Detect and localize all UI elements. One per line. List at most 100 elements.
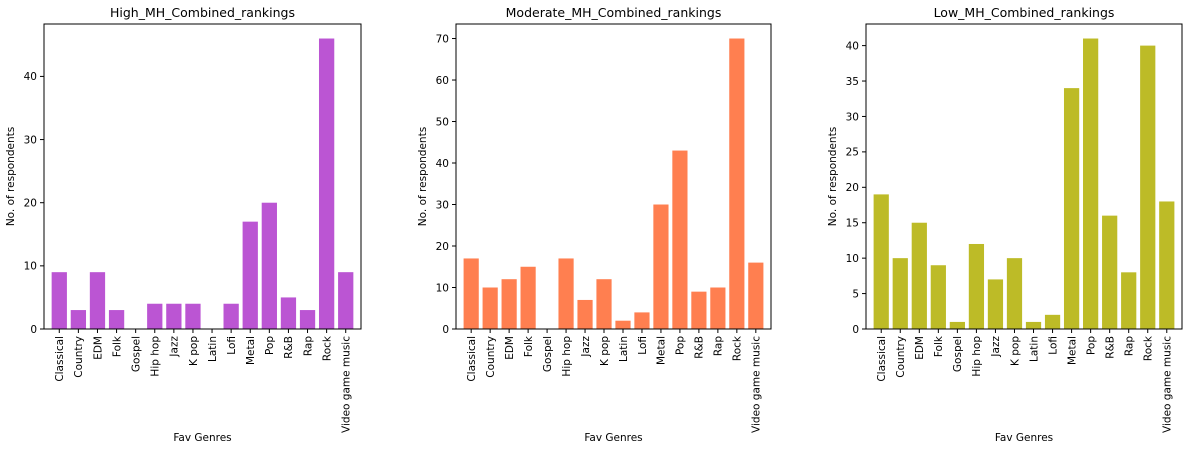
x-tick-label: EDM — [92, 336, 104, 360]
y-tick-label: 20 — [846, 182, 859, 194]
chart-panel-1: 0 10 20 30 40 Classical Country EDM Folk Gospel Hi… — [5, 5, 362, 444]
y-tick-label: 5 — [852, 288, 859, 300]
x-tick-label: Hip hop — [971, 336, 983, 377]
plot-frame — [865, 23, 1183, 330]
x-tick-label: Rap — [713, 336, 725, 356]
x-tick-label: Metal — [245, 336, 257, 365]
y-tick-label: 15 — [846, 218, 859, 230]
bar-jazz — [166, 303, 182, 329]
bar-video-game-music — [338, 272, 354, 329]
bar-folk — [930, 265, 946, 329]
bar-k-pop — [1006, 258, 1023, 329]
x-tick-label: Jazz — [580, 336, 592, 358]
x-tick-label: Rap — [302, 336, 314, 356]
bar-rap — [710, 287, 726, 329]
x-tick-label: Rock — [1143, 335, 1155, 361]
bar-pop — [672, 150, 688, 329]
bar-hip-hop — [558, 258, 574, 329]
x-tick-label: R&B — [1104, 336, 1116, 359]
chart-title: Moderate_MH_Combined_rankings — [506, 5, 722, 20]
x-tick-label: Latin — [207, 336, 219, 362]
bar-country — [70, 310, 87, 329]
x-tick-label: Country — [895, 336, 907, 378]
y-tick-label: 70 — [436, 33, 449, 45]
x-tick-label: Folk — [523, 335, 535, 357]
x-tick-label: Classical — [466, 336, 478, 382]
bar-jazz — [987, 279, 1004, 329]
x-tick-label: K pop — [599, 336, 611, 366]
x-axis-label: Fav Genres — [995, 432, 1053, 444]
y-tick-label: 0 — [852, 324, 859, 336]
bar-r-b — [280, 297, 297, 329]
chart-title: Low_MH_Combined_rankings — [934, 5, 1115, 20]
chart-panel-3: 0 5 10 15 20 25 30 35 40 Classical Country EDM Folk G… — [827, 5, 1183, 444]
bar-folk — [520, 266, 536, 329]
x-tick-label: Hip hop — [150, 336, 162, 377]
x-tick-label: Rap — [1123, 336, 1135, 356]
x-tick-label: Country — [73, 336, 85, 378]
x-tick-label: Gospel — [542, 336, 554, 372]
x-tick-label: K pop — [188, 336, 200, 366]
x-tick-label: Folk — [111, 335, 123, 357]
y-tick-label: 10 — [24, 261, 37, 273]
bar-metal — [242, 221, 258, 329]
x-tick-label: Jazz — [990, 336, 1002, 358]
y-tick-label: 0 — [30, 324, 37, 336]
x-tick-label: Latin — [1028, 336, 1040, 362]
x-tick-label: R&B — [283, 336, 295, 359]
x-tick-label: Video game music — [341, 336, 353, 433]
x-tick-label: R&B — [694, 336, 706, 359]
bar-edm — [501, 279, 517, 329]
x-tick-label: Lofi — [637, 336, 649, 355]
bar-video-game-music — [1159, 201, 1175, 329]
bar-jazz — [577, 299, 593, 329]
y-tick-label: 30 — [436, 199, 449, 211]
y-tick-label: 30 — [846, 111, 859, 123]
bar-r-b — [691, 291, 707, 329]
y-tick-label: 40 — [436, 158, 449, 170]
y-tick-label: 25 — [846, 147, 859, 159]
x-tick-label: Rock — [321, 335, 333, 361]
bar-gospel — [949, 321, 965, 329]
x-tick-label: Country — [485, 336, 497, 378]
x-tick-label: Video game music — [751, 336, 763, 433]
bar-folk — [108, 310, 125, 329]
x-tick-label: Gospel — [952, 336, 964, 372]
bar-k-pop — [596, 279, 612, 329]
bar-rap — [1121, 272, 1137, 329]
x-tick-label: Lofi — [226, 336, 238, 355]
x-tick-label: Pop — [264, 336, 276, 355]
bar-metal — [1063, 88, 1080, 330]
x-tick-label: Rock — [732, 335, 744, 361]
y-axis-label: No. of respondents — [417, 127, 429, 226]
bar-r-b — [1102, 215, 1118, 329]
bar-classical — [873, 194, 889, 329]
x-axis-label: Fav Genres — [173, 432, 231, 444]
bar-pop — [261, 202, 277, 329]
y-tick-label: 35 — [846, 76, 859, 88]
chart-title: High_MH_Combined_rankings — [110, 5, 295, 20]
x-tick-label: Pop — [1085, 336, 1097, 355]
x-tick-label: Classical — [876, 336, 888, 382]
bar-latin — [615, 320, 631, 329]
x-tick-label: EDM — [504, 336, 516, 360]
x-tick-label: Gospel — [130, 336, 142, 372]
bar-k-pop — [185, 303, 201, 329]
x-axis-label: Fav Genres — [584, 432, 642, 444]
y-tick-label: 30 — [24, 134, 37, 146]
y-tick-label: 60 — [436, 75, 449, 87]
bar-rock — [1140, 45, 1156, 330]
bar-rock — [318, 38, 335, 330]
y-axis-label: No. of respondents — [5, 127, 17, 226]
bar-hip-hop — [968, 243, 985, 329]
bar-lofi — [1044, 314, 1061, 329]
bar-classical — [463, 258, 479, 329]
x-tick-label: Folk — [933, 335, 945, 357]
y-tick-label: 40 — [846, 40, 859, 52]
plot-frame — [455, 23, 772, 330]
bar-video-game-music — [748, 262, 764, 329]
x-tick-label: K pop — [1009, 336, 1021, 366]
bar-classical — [51, 272, 67, 329]
bar-edm — [911, 222, 927, 329]
bar-lofi — [223, 303, 239, 329]
